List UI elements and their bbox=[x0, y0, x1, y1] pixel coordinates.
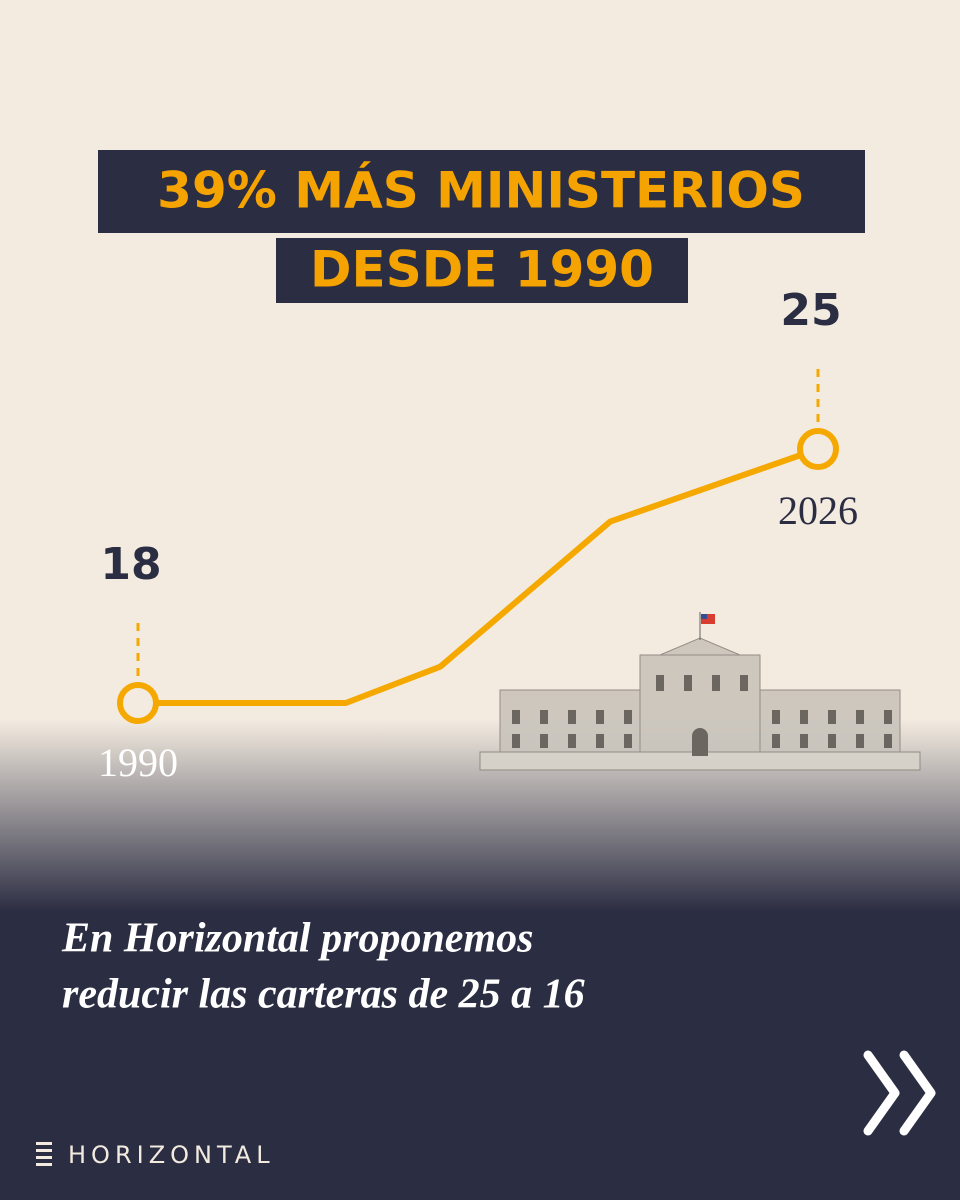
data-label: 25 bbox=[780, 285, 841, 336]
x-tick-label: 1990 bbox=[98, 740, 178, 785]
data-label: 18 bbox=[100, 539, 161, 590]
title-box bbox=[98, 150, 865, 233]
building-windows bbox=[512, 675, 892, 756]
line bbox=[138, 446, 819, 706]
caption: reducir las carteras de 25 a 16 bbox=[62, 972, 585, 1018]
point bbox=[797, 428, 839, 470]
next-arrow[interactable] bbox=[863, 1050, 936, 1136]
title-box bbox=[276, 238, 688, 303]
point bbox=[117, 682, 159, 724]
brand-name: HORIZONTAL bbox=[68, 1141, 275, 1169]
brand-logo bbox=[36, 1142, 52, 1166]
chart-title: DESDE 1990 bbox=[310, 241, 654, 299]
caption: En Horizontal proponemos bbox=[61, 916, 533, 962]
x-tick-label: 2026 bbox=[778, 488, 858, 533]
chart-title: 39% MÁS MINISTERIOS bbox=[157, 161, 805, 220]
